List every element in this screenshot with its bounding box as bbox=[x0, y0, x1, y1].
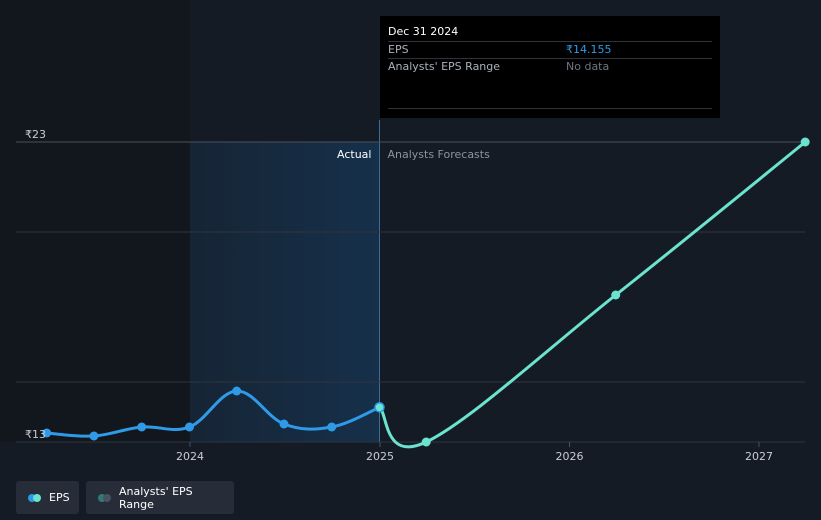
x-tick-label-2025: 2025 bbox=[366, 450, 394, 463]
x-tick-label-2026: 2026 bbox=[556, 450, 584, 463]
actual-highlight-region bbox=[190, 142, 380, 442]
eps-point bbox=[184, 422, 194, 432]
past-region bbox=[0, 0, 190, 442]
tooltip-range-label: Analysts' EPS Range bbox=[388, 60, 501, 73]
eps-tooltip: Dec 31 2024 EPS ₹14.155 Analysts' EPS Ra… bbox=[380, 16, 720, 118]
y-tick-label-max: ₹23 bbox=[25, 128, 46, 141]
tooltip-date: Dec 31 2024 bbox=[388, 25, 459, 38]
legend-eps-label: EPS bbox=[49, 491, 70, 504]
eps-forecast-line bbox=[377, 140, 807, 449]
current-eps-point bbox=[374, 402, 385, 413]
forecast-point bbox=[611, 290, 621, 300]
eps-point bbox=[327, 422, 337, 432]
tooltip-eps-label: EPS bbox=[388, 43, 409, 56]
eps-point bbox=[279, 419, 289, 429]
forecast-point bbox=[421, 437, 431, 447]
eps-legend-icon bbox=[28, 493, 41, 502]
forecast-section-label: Analysts Forecasts bbox=[387, 148, 490, 161]
tooltip-divider bbox=[388, 108, 712, 109]
legend-range-button[interactable]: Analysts' EPS Range bbox=[86, 481, 234, 514]
legend-dot bbox=[103, 493, 111, 502]
tooltip-range-value: No data bbox=[566, 60, 610, 73]
x-tick-label-2024: 2024 bbox=[176, 450, 204, 463]
actual-section-label: Actual bbox=[337, 148, 371, 161]
legend-eps-button[interactable]: EPS bbox=[16, 481, 79, 514]
legend-dot bbox=[98, 493, 106, 502]
range-legend-icon bbox=[98, 493, 111, 502]
eps-chart: 2024 2025 2026 2027 ₹23 ₹13 Actual Analysts For… bbox=[0, 0, 810, 463]
tooltip-row-range: Analysts' EPS Range No data bbox=[388, 58, 712, 75]
x-tick-label-2027: 2027 bbox=[745, 450, 773, 463]
tooltip-row-eps: EPS ₹14.155 bbox=[388, 41, 712, 58]
eps-point bbox=[137, 422, 147, 432]
tooltip-eps-value: ₹14.155 bbox=[566, 43, 612, 56]
legend-range-label: Analysts' EPS Range bbox=[119, 484, 193, 511]
eps-point bbox=[42, 428, 52, 438]
eps-actual-line bbox=[45, 389, 381, 438]
forecast-point bbox=[800, 137, 810, 147]
y-tick-label-min: ₹13 bbox=[25, 428, 46, 441]
legend-dot bbox=[28, 493, 36, 502]
legend-dot bbox=[33, 493, 41, 502]
eps-point bbox=[89, 431, 99, 441]
eps-point bbox=[232, 386, 242, 396]
